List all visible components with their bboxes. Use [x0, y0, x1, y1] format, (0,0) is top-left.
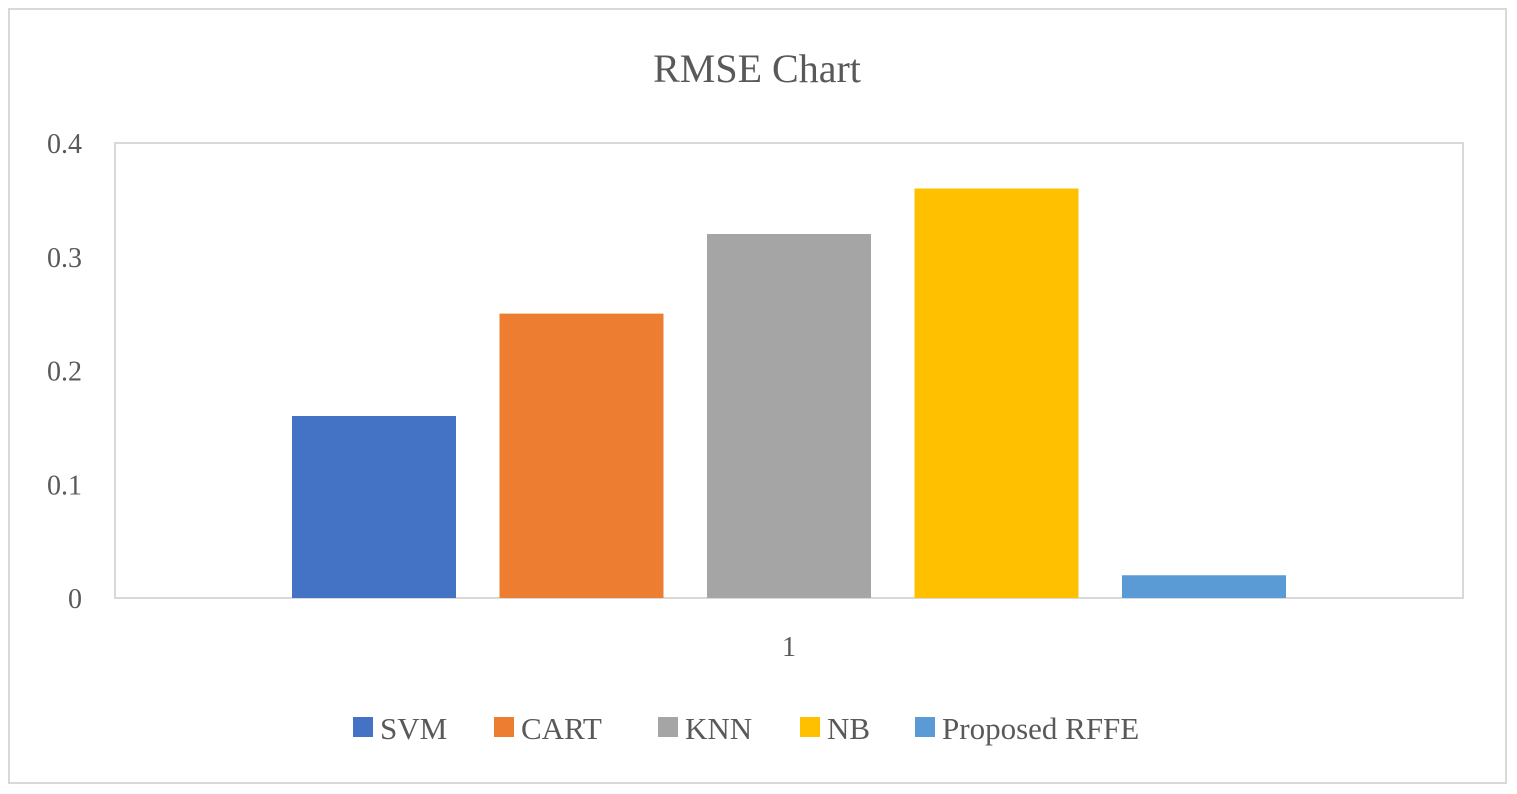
- legend: SVM CART KNN NB Proposed RFFE: [353, 711, 1139, 746]
- bar-nb: [914, 188, 1079, 598]
- bar-knn: [707, 234, 871, 598]
- bars-group: [292, 188, 1286, 598]
- legend-swatch-knn: [658, 717, 678, 737]
- y-tick-label: 0.2: [47, 357, 82, 388]
- y-tick-label: 0.3: [47, 243, 82, 274]
- bar-cart: [499, 313, 664, 598]
- chart-title: RMSE Chart: [653, 46, 861, 91]
- bar-svm: [292, 416, 456, 598]
- y-tick-label: 0.4: [47, 129, 82, 160]
- legend-swatch-cart: [494, 717, 514, 737]
- legend-label: Proposed RFFE: [942, 711, 1139, 746]
- y-tick-label: 0.1: [47, 470, 82, 501]
- legend-label: CART: [521, 711, 602, 746]
- y-tick-label: 0: [68, 584, 82, 615]
- bar-proposed-rffe: [1122, 575, 1286, 598]
- legend-label: KNN: [685, 711, 752, 746]
- legend-swatch-svm: [353, 717, 373, 737]
- legend-swatch-proposed-rffe: [915, 717, 935, 737]
- legend-swatch-nb: [800, 717, 820, 737]
- legend-label: NB: [827, 711, 870, 746]
- x-category-label: 1: [782, 632, 796, 663]
- y-axis-ticks: 0 0.1 0.2 0.3 0.4: [47, 129, 82, 615]
- legend-label: SVM: [380, 711, 447, 746]
